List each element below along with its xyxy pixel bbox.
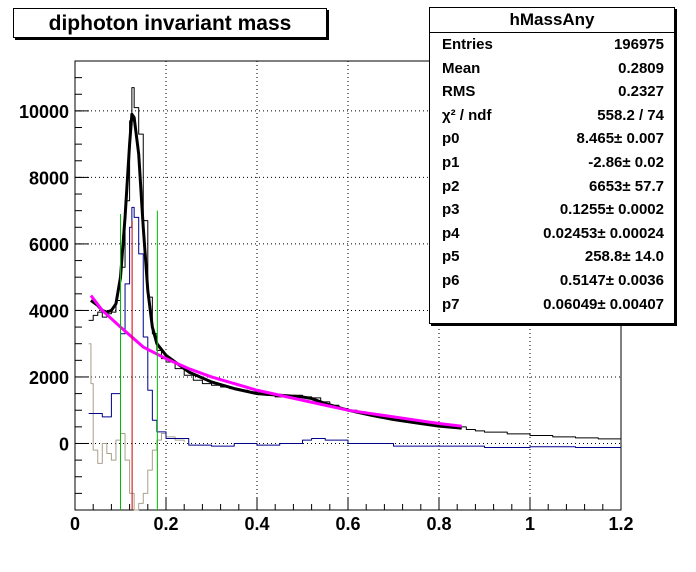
stats-value: 0.06049± 0.00407: [543, 295, 664, 313]
stats-value: 0.2809: [618, 59, 664, 77]
x-tick-label: 1.2: [608, 514, 633, 534]
y-tick-label: 0: [59, 434, 69, 454]
y-tick-label: 2000: [29, 368, 69, 388]
y-tick-label: 6000: [29, 235, 69, 255]
stats-key: Mean: [442, 59, 481, 77]
stats-row: p1 -2.86± 0.02: [430, 151, 674, 175]
stats-name: hMassAny: [430, 8, 674, 33]
y-tick-label: 10000: [19, 102, 69, 122]
stats-key: p3: [442, 201, 460, 219]
stats-row: p2 6653± 57.7: [430, 175, 674, 199]
stats-key: p2: [442, 177, 460, 195]
stats-key: χ² / ndf: [442, 106, 492, 124]
series-background: [89, 294, 462, 428]
stats-row: p0 8.465± 0.007: [430, 127, 674, 151]
series-residual: [88, 343, 185, 511]
stats-value: 0.2327: [618, 83, 664, 101]
stats-value: 0.5147± 0.0036: [559, 271, 664, 289]
stats-value: 0.1255± 0.0002: [559, 201, 664, 219]
stats-key: p7: [442, 295, 460, 313]
series-fit: [90, 112, 462, 430]
series-signal: [88, 206, 622, 448]
x-tick-label: 0: [70, 514, 80, 534]
stats-key: RMS: [442, 83, 476, 101]
stats-key: p6: [442, 271, 460, 289]
stats-box: hMassAny Entries 196975 Mean 0.2809 RMS 0.2…: [429, 7, 675, 324]
stats-value: 0.02453± 0.00024: [543, 224, 664, 242]
chart-title: diphoton invariant mass: [48, 12, 292, 35]
stats-row: Entries 196975: [430, 33, 674, 57]
x-tick-label: 0.4: [244, 514, 269, 534]
stats-row: p4 0.02453± 0.00024: [430, 222, 674, 246]
stats-key: p0: [442, 130, 460, 148]
y-tick-label: 4000: [29, 301, 69, 321]
stats-value: 196975: [613, 36, 664, 53]
stats-key: p4: [442, 224, 460, 242]
stats-row: χ² / ndf 558.2 / 74: [430, 104, 674, 128]
axis-labels: 0 0.2 0.4 0.6 0.8 1 1.2 0 2000 4000 6000 8000 10000: [19, 102, 634, 534]
stats-value: -2.86± 0.02: [588, 153, 664, 171]
x-tick-label: 0.2: [153, 514, 178, 534]
stats-value: 8.465± 0.007: [576, 130, 664, 148]
chart-title-box: diphoton invariant mass: [13, 8, 327, 38]
stats-value: 258.8± 14.0: [584, 248, 664, 266]
stats-key: Entries: [442, 36, 493, 53]
stats-row: Mean 0.2809: [430, 57, 674, 81]
stats-row: p5 258.8± 14.0: [430, 245, 674, 269]
stats-value: 6653± 57.7: [589, 177, 664, 195]
stats-row: p6 0.5147± 0.0036: [430, 269, 674, 293]
x-tick-label: 0.8: [426, 514, 451, 534]
x-tick-label: 1: [525, 514, 535, 534]
axis-ticks: [74, 77, 622, 511]
stats-value: 558.2 / 74: [597, 106, 664, 124]
stats-row: p7 0.06049± 0.00407: [430, 293, 674, 317]
series: [88, 87, 622, 511]
stats-key: p1: [442, 153, 460, 171]
stats-row: p3 0.1255± 0.0002: [430, 198, 674, 222]
y-tick-label: 8000: [29, 168, 69, 188]
stats-row: RMS 0.2327: [430, 80, 674, 104]
stats-key: p5: [442, 248, 460, 266]
x-tick-label: 0.6: [335, 514, 360, 534]
